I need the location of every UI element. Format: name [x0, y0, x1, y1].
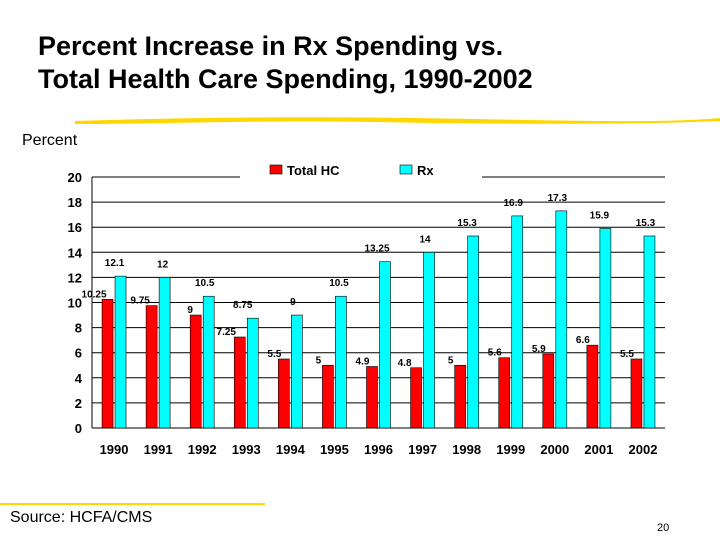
legend-box: [240, 160, 482, 178]
x-tick-1995: 1995: [320, 442, 349, 457]
bar-rx-1993: [246, 317, 259, 429]
x-tick-1998: 1998: [452, 442, 481, 457]
data-label-rx-1998: 15.3: [457, 218, 477, 229]
bar-rx-1992: [202, 295, 215, 429]
source-note: Source: HCFA/CMS: [10, 509, 153, 526]
legend: Total HC Rx: [240, 160, 482, 178]
data-label-total-hc-1991: 9.75: [130, 296, 150, 307]
x-tick-1999: 1999: [496, 442, 525, 457]
bar-rx-1994: [291, 314, 303, 429]
bar-rx-1999: [511, 215, 524, 429]
bar-rx-1990: [114, 275, 127, 429]
data-label-rx-2000: 17.3: [548, 193, 568, 204]
data-label-total-hc-1994: 5.5: [267, 349, 281, 360]
y-tick-labels: 0 2 4 6 8 10 12 14 16 18 20: [68, 170, 83, 436]
bar-rx-1996: [379, 261, 391, 429]
bars: [101, 210, 656, 429]
data-label-total-hc-1990: 10.25: [82, 289, 107, 300]
bar-rx-2001: [599, 228, 612, 429]
y-tick-14: 14: [68, 245, 83, 260]
data-label-rx-1996: 13.25: [364, 244, 389, 255]
slide-title: Percent Increase in Rx Spending vs. Tota…: [38, 30, 698, 96]
data-label-total-hc-1992: 9: [187, 305, 193, 316]
bar-chart: 0 2 4 6 8 10 12 14 16 18 20 10.25 12.1 9.75 12 9 10.5 7.…: [68, 160, 665, 457]
bar-total-hc-2002: [630, 358, 643, 429]
data-label-rx-1991: 12: [157, 259, 169, 270]
legend-label-rx: Rx: [417, 163, 434, 178]
data-label-total-hc-1998: 5: [448, 355, 454, 366]
x-tick-1997: 1997: [408, 442, 437, 457]
x-tick-1994: 1994: [276, 442, 306, 457]
y-tick-0: 0: [75, 421, 82, 436]
data-label-total-hc-1997: 4.8: [398, 358, 412, 369]
data-label-rx-1993: 8.75: [233, 300, 253, 311]
x-tick-labels: 1990 1991 1992 1993 1994 1995 1996 1997 1998 1999…: [100, 442, 658, 457]
title-underline: [75, 117, 720, 124]
page-number: 20: [657, 522, 670, 534]
data-label-rx-2001: 15.9: [590, 210, 610, 221]
bar-total-hc-1998: [454, 364, 466, 429]
data-label-total-hc-2002: 5.5: [620, 349, 634, 360]
data-label-total-hc-1995: 5: [316, 355, 322, 366]
data-label-total-hc-2000: 5.9: [532, 344, 546, 355]
data-label-total-hc-2001: 6.6: [576, 335, 590, 346]
bar-total-hc-1991: [145, 305, 158, 429]
bar-total-hc-1992: [189, 314, 202, 429]
data-label-rx-1999: 16.9: [503, 198, 523, 209]
bar-total-hc-2000: [542, 353, 555, 429]
x-tick-1992: 1992: [188, 442, 217, 457]
legend-swatch-rx: [399, 164, 413, 175]
y-tick-20: 20: [68, 170, 82, 185]
legend-swatch-total-hc: [269, 164, 283, 175]
data-label-total-hc-1999: 5.6: [488, 348, 502, 359]
y-axis-label: Percent: [22, 132, 78, 149]
bar-rx-1991: [158, 277, 171, 429]
footer-line: [0, 503, 265, 505]
x-tick-1996: 1996: [364, 442, 393, 457]
y-tick-4: 4: [75, 371, 83, 386]
bar-rx-2000: [555, 210, 568, 429]
y-tick-12: 12: [68, 270, 82, 285]
title-line-2: Total Health Care Spending, 1990-2002: [38, 64, 533, 94]
data-label-rx-1997: 14: [420, 234, 432, 245]
y-tick-10: 10: [68, 296, 82, 311]
bar-total-hc-1994: [278, 358, 290, 429]
legend-label-total-hc: Total HC: [287, 163, 340, 178]
bar-rx-1998: [467, 235, 479, 429]
bar-rx-2002: [643, 235, 656, 429]
bar-total-hc-1993: [233, 336, 246, 429]
bar-total-hc-1990: [101, 299, 114, 429]
x-tick-1991: 1991: [144, 442, 173, 457]
data-label-rx-1992: 10.5: [195, 278, 215, 289]
y-tick-6: 6: [75, 346, 82, 361]
y-tick-8: 8: [75, 321, 82, 336]
bar-total-hc-1995: [322, 364, 334, 429]
y-tick-16: 16: [68, 220, 82, 235]
x-tick-2002: 2002: [629, 442, 658, 457]
data-label-total-hc-1996: 4.9: [356, 357, 370, 368]
x-tick-2000: 2000: [540, 442, 569, 457]
x-tick-2001: 2001: [584, 442, 613, 457]
data-label-total-hc-1993: 7.25: [217, 327, 237, 338]
bar-rx-1997: [423, 252, 435, 429]
bar-rx-1995: [335, 295, 347, 429]
bar-total-hc-2001: [586, 344, 599, 429]
data-label-rx-2002: 15.3: [636, 218, 656, 229]
data-labels: 10.25 12.1 9.75 12 9 10.5 7.25 8.75 5.5 9 5 10.5 4.9…: [82, 193, 656, 369]
data-label-rx-1994: 9: [290, 297, 296, 308]
x-tick-1993: 1993: [232, 442, 261, 457]
data-label-rx-1995: 10.5: [329, 278, 349, 289]
gridlines: [91, 176, 665, 429]
bar-total-hc-1997: [410, 367, 422, 429]
y-tick-18: 18: [68, 195, 82, 210]
bar-total-hc-1996: [366, 366, 378, 429]
title-line-1: Percent Increase in Rx Spending vs.: [38, 31, 504, 61]
x-tick-1990: 1990: [100, 442, 129, 457]
data-label-rx-1990: 12.1: [105, 258, 125, 269]
y-tick-2: 2: [75, 396, 82, 411]
bar-total-hc-1999: [498, 357, 511, 429]
